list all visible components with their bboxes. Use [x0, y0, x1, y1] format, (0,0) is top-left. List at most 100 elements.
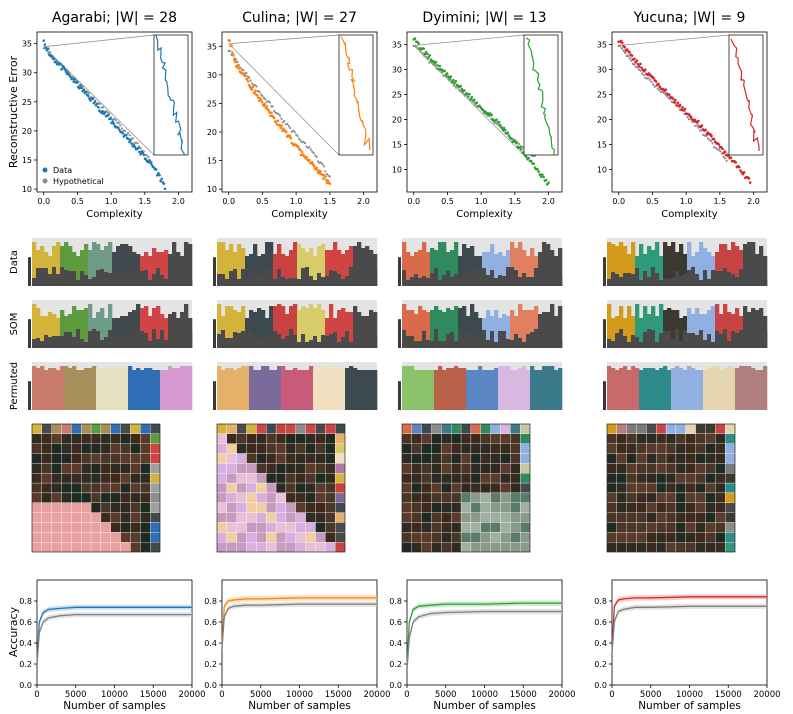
- heatmap-cell: [606, 502, 617, 513]
- hypothetical-point: [229, 49, 232, 53]
- map-cell: [731, 368, 736, 410]
- data-point: [132, 143, 136, 147]
- heatmap-cell: [266, 482, 277, 494]
- heatmap-cell: [256, 482, 267, 494]
- heatmap-cell: [315, 492, 326, 503]
- data-point: [710, 134, 713, 138]
- map-cell: [691, 314, 696, 348]
- map-cell: [534, 306, 539, 348]
- heatmap-cell: [460, 463, 472, 474]
- data-point: [417, 41, 420, 45]
- map-cell: [663, 310, 668, 348]
- heatmap-cell: [510, 512, 521, 523]
- heatmap-cell: [51, 443, 62, 454]
- map-cell: [683, 274, 688, 286]
- heatmap-cell: [140, 522, 151, 533]
- hypothetical-point: [289, 126, 292, 130]
- map-cell: [361, 370, 366, 410]
- data-point: [532, 162, 535, 165]
- heatmap-cell: [285, 433, 296, 444]
- map-cell: [723, 244, 728, 286]
- map-cell: [64, 366, 69, 410]
- heatmap-cell: [90, 463, 102, 474]
- heatmap-cell: [81, 463, 92, 474]
- map-cell: [241, 331, 246, 348]
- map-cell: [261, 339, 266, 348]
- map-cell: [550, 250, 555, 286]
- map-cell: [430, 341, 435, 348]
- heatmap-cell: [130, 443, 141, 454]
- data-point: [127, 137, 130, 141]
- heatmap-cell: [120, 423, 131, 434]
- heatmap-cell: [246, 492, 257, 503]
- heatmap-cell: [616, 512, 627, 523]
- map-cell: [148, 368, 153, 410]
- heatmap-cell: [606, 433, 617, 444]
- heatmap-cell: [480, 502, 491, 513]
- hypothetical-point: [87, 92, 91, 95]
- data-point: [422, 47, 425, 51]
- heatmap-cell: [431, 433, 442, 444]
- y-tick-label: 0.4: [204, 639, 217, 648]
- heatmap-cell: [81, 492, 92, 503]
- map-cell: [402, 330, 407, 348]
- heatmap-cell: [431, 512, 442, 523]
- hypothetical-point: [314, 154, 317, 157]
- heatmap-cell: [490, 522, 501, 533]
- map-cell: [124, 244, 129, 286]
- map-cell: [293, 278, 298, 286]
- hypothetical-point: [428, 61, 431, 64]
- heatmap-cell: [315, 482, 326, 494]
- map-cell: [727, 366, 732, 410]
- map-cell: [56, 336, 61, 348]
- data-point: [413, 37, 417, 40]
- data-point: [54, 60, 58, 64]
- data-point: [93, 100, 97, 104]
- heatmap-cell: [71, 512, 82, 523]
- map-cell: [349, 267, 354, 286]
- map-cell: [671, 310, 676, 348]
- map-cell: [558, 248, 563, 286]
- x-tick-label: 5000: [435, 690, 457, 700]
- heatmap-cell: [41, 512, 52, 523]
- hypothetical-point: [719, 150, 722, 153]
- map-cell: [44, 316, 49, 348]
- map-cell: [498, 366, 503, 410]
- map-cell: [112, 277, 117, 286]
- heatmap-cell: [656, 542, 667, 553]
- map-cell: [96, 244, 101, 286]
- hypothetical-point: [708, 138, 711, 141]
- heatmap-cell: [216, 443, 227, 454]
- legend-label-data: Data: [53, 166, 72, 175]
- heatmap-cell: [626, 542, 637, 553]
- heatmap-cell: [606, 492, 617, 503]
- data-point: [748, 181, 752, 184]
- map-cell: [743, 306, 748, 348]
- map-cell: [357, 312, 362, 348]
- map-cell: [253, 337, 258, 348]
- heatmap-cell: [130, 423, 141, 434]
- map-cell: [32, 278, 37, 286]
- heatmap-cell: [646, 492, 657, 503]
- map-cell: [719, 244, 724, 286]
- map-cell: [759, 273, 764, 286]
- heatmap-cell: [411, 423, 422, 434]
- heatmap-cell: [705, 482, 716, 494]
- heatmap-cell: [606, 463, 617, 474]
- data-point: [542, 175, 545, 179]
- map-cell: [526, 277, 531, 286]
- hypothetical-point: [259, 93, 263, 96]
- map-cell: [514, 334, 519, 348]
- heatmap-cell: [31, 492, 42, 503]
- map-cell: [727, 272, 732, 286]
- map-cell: [619, 242, 624, 286]
- map-cell: [176, 338, 181, 348]
- map-cell: [623, 318, 628, 348]
- map-cell: [422, 331, 427, 348]
- heatmap-cell: [285, 463, 296, 474]
- heatmap-cell: [675, 502, 686, 513]
- series-line: [221, 603, 377, 649]
- heatmap-cell: [295, 463, 306, 474]
- heatmap-cell: [441, 443, 452, 454]
- heatmap-cell: [266, 473, 277, 484]
